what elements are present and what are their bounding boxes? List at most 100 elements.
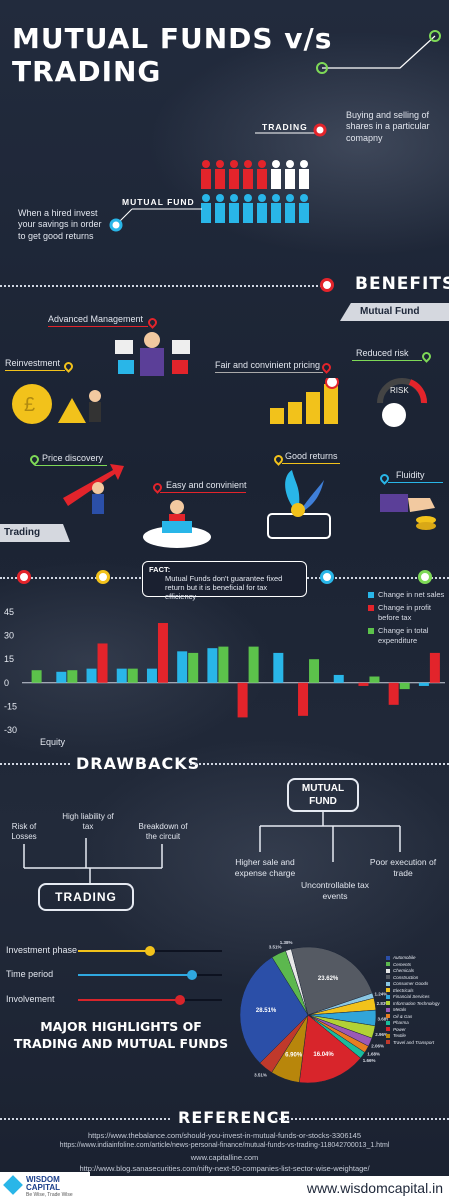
- person-icon: [229, 160, 239, 189]
- benefit-underline: [48, 326, 148, 327]
- pie-legend-label: Consumer Goods: [393, 981, 429, 986]
- pie-legend-label: Construction: [393, 974, 419, 980]
- slider-knob: [175, 995, 186, 1005]
- pie-legend-item: Consumer Goods: [386, 981, 448, 986]
- y-tick-label: 15: [4, 654, 14, 664]
- bar-change-in-profit-before-tax: [157, 623, 168, 683]
- reference-link-2[interactable]: https://www.indiainfoline.com/article/ne…: [59, 1142, 390, 1149]
- person-icon: [285, 160, 295, 189]
- price-discovery-illustration: [63, 464, 124, 514]
- mutual-fund-box: MUTUAL FUND: [287, 778, 359, 812]
- benefit-easy-convenient: Easy and convinient: [166, 480, 247, 490]
- people-icons: [201, 160, 309, 223]
- trading-tree-lines: [23, 838, 163, 884]
- logo-icon: [3, 1175, 23, 1195]
- pie-slice: [290, 946, 373, 1016]
- pie-legend-item: Information Technology: [386, 1001, 448, 1006]
- person-icon: [299, 160, 309, 189]
- fact-heading: FACT:: [149, 565, 171, 574]
- legend-swatch: [368, 592, 374, 598]
- pie-legend-item: Financial Services: [386, 994, 448, 999]
- pie-legend-swatch: [386, 1007, 390, 1012]
- trading-drawback-1: Risk of Losses: [11, 822, 37, 841]
- pie-legend-swatch: [386, 1027, 390, 1031]
- pie-legend-label: Automobile: [393, 955, 416, 960]
- reference-link-1[interactable]: https://www.thebalance.com/should-you-in…: [87, 1131, 362, 1140]
- pie-slice-label: 3.51%: [254, 1072, 267, 1077]
- title-connector-line: [316, 30, 441, 74]
- coin-stacks-illustration: [270, 378, 339, 424]
- chart-legend: Change in net sales Change in profit bef…: [368, 590, 448, 645]
- risk-word: RISK: [390, 386, 409, 395]
- svg-text:£: £: [24, 394, 35, 416]
- legend-swatch: [368, 628, 374, 635]
- reference-link-3[interactable]: www.capitalline.com: [190, 1153, 259, 1162]
- person-icon: [285, 194, 295, 223]
- bar-change-in-total-expenditure: [67, 670, 78, 683]
- person-icon: [271, 160, 281, 189]
- trading-connector: [255, 123, 327, 137]
- bar-change-in-net-sales: [146, 668, 157, 683]
- laptop-illustration: [143, 500, 211, 548]
- bar-change-in-total-expenditure: [248, 646, 259, 683]
- reference-link-4[interactable]: http://www.blog.sanasecurities.com/nifty…: [79, 1164, 370, 1173]
- slider-label-involvement: Involvement: [6, 994, 55, 1004]
- pie-slice: [239, 956, 309, 1064]
- drawbacks-divider-left: [0, 763, 70, 765]
- plant-illustration: [267, 470, 331, 539]
- bar-change-in-total-expenditure: [188, 652, 199, 683]
- slider-fill: [78, 950, 150, 952]
- pie-slice-label: 3.68%: [378, 1016, 388, 1021]
- slider-fill: [78, 999, 181, 1001]
- benefit-advanced-management: Advanced Management: [48, 314, 144, 324]
- pie-legend-item: Construction: [386, 975, 448, 980]
- slider-time-period: [78, 970, 222, 980]
- legend-item: Change in total expenditure: [368, 626, 448, 645]
- trading-box-label: TRADING: [55, 890, 117, 904]
- pie-slice-label: 23.62%: [318, 976, 339, 982]
- footer-website[interactable]: www.wisdomcapital.in: [306, 1180, 443, 1196]
- y-tick-label: -15: [4, 701, 17, 711]
- drawbacks-divider-right: [190, 763, 449, 765]
- mutual-fund-box-label: MUTUAL FUND: [301, 783, 345, 807]
- pin-icon: [420, 350, 433, 363]
- y-tick-label: 45: [4, 607, 14, 617]
- mf-drawback-1: Higher sale and expense charge: [234, 857, 296, 878]
- y-tick-label: -30: [4, 725, 17, 735]
- person-icon: [257, 160, 267, 189]
- trading-drawback-2: High liability of tax: [62, 812, 114, 831]
- pie-legend-item: Power: [386, 1027, 448, 1032]
- bar-change-in-total-expenditure: [31, 670, 42, 683]
- person-icon: [243, 194, 253, 223]
- person-icon: [201, 160, 211, 189]
- drawbacks-title: DRAWBACKS: [76, 754, 201, 773]
- bar-change-in-net-sales: [56, 671, 67, 683]
- bar-change-in-total-expenditure: [399, 682, 410, 690]
- pie-legend-swatch: [386, 994, 390, 999]
- divider-dot: [320, 570, 334, 584]
- benefit-underline: [282, 463, 340, 464]
- legend-label: Change in total expenditure: [378, 626, 429, 645]
- pie-legend-label: Travel and Transport: [393, 1039, 435, 1045]
- benefit-underline: [388, 482, 443, 483]
- pie-legend-swatch: [386, 1020, 390, 1025]
- mf-tree-lines: [259, 812, 401, 862]
- divider-dot: [17, 570, 31, 584]
- benefit-underline: [215, 372, 323, 373]
- pie-legend-item: Textile: [386, 1033, 448, 1038]
- y-tick-label: 0: [4, 678, 9, 688]
- person-icon: [215, 160, 225, 189]
- reference-title: REFERENCE: [178, 1108, 292, 1127]
- pie-legend-swatch: [386, 1040, 390, 1044]
- pie-legend-label: Cements: [393, 961, 412, 967]
- mf-drawback-2: Uncontrollable tax events: [300, 880, 370, 901]
- pie-legend-item: Cements: [386, 962, 448, 967]
- intro-trading-label: TRADING: [262, 122, 308, 132]
- bar-change-in-profit-before-tax: [388, 682, 399, 705]
- pie-legend-label: Pharma: [393, 1020, 409, 1025]
- slider-knob: [186, 970, 197, 980]
- pie-slice-label: 6.90%: [285, 1053, 303, 1059]
- slider-label-time-period: Time period: [6, 969, 54, 979]
- slider-involvement: [78, 995, 222, 1005]
- bar-change-in-profit-before-tax: [237, 682, 248, 718]
